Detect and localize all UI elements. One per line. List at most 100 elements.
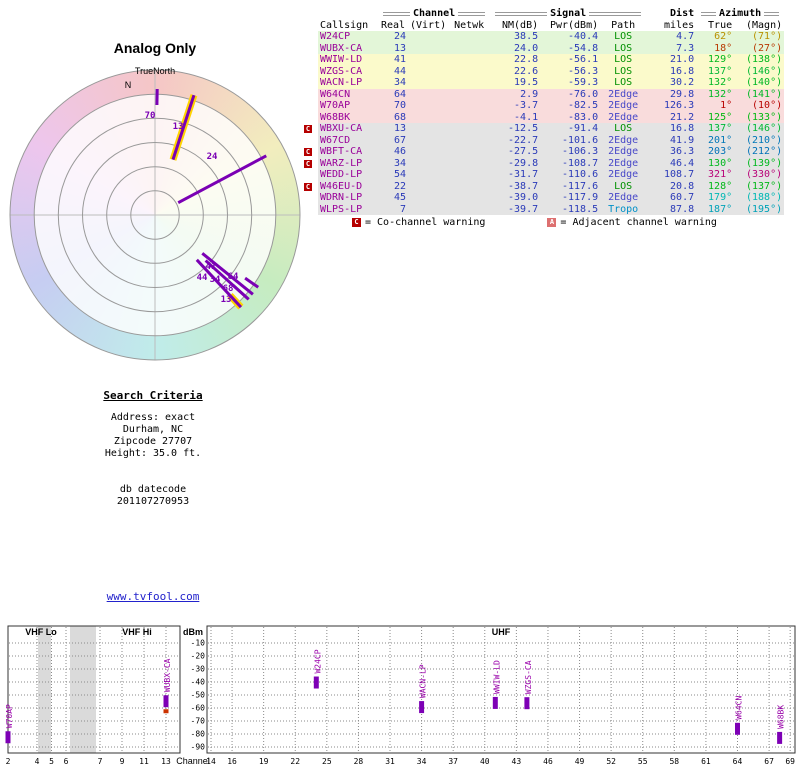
table-row: WACN-LP 34 19.5 -59.3 LOS 30.2 132° (140°) (302, 77, 785, 89)
cell-path: Tropo (608, 203, 639, 215)
datecode-line: db datecode (119, 484, 187, 495)
col-true: True (708, 19, 733, 31)
cell-power-dbm: -106.3 (562, 146, 599, 157)
cell-network (448, 169, 490, 181)
polar-plot-title: Analog Only (113, 40, 197, 56)
cell-azimuth-true: 187° (708, 203, 733, 215)
cell-network (448, 89, 490, 101)
chart-y-tick-label: -60 (191, 704, 206, 713)
col-path: Path (611, 19, 636, 31)
warning-marker-cell: C (302, 180, 318, 192)
cell-azimuth-true: 132° (708, 88, 733, 100)
station-table: Channel Signal Dist Azimuth Callsign Rea… (302, 8, 785, 215)
cell-callsign: W67CD (320, 134, 351, 146)
table-row: WUBX-CA 13 24.0 -54.8 LOS 7.3 18° (27°) (302, 42, 785, 54)
table-column-header-row: Callsign Real (Virt) Netwk NM(dB) Pwr(dB… (302, 20, 784, 32)
header-fill (495, 11, 548, 16)
table-row: WZGS-CA 44 22.6 -56.3 LOS 16.8 137° (146°) (302, 65, 785, 78)
chart-x-tick-label: 7 (98, 757, 103, 766)
chart-x-tick-label: 52 (606, 757, 616, 766)
chart-x-tick-label: 22 (290, 757, 300, 766)
chart-station-label: W68BK (777, 705, 786, 729)
warning-marker-cell (302, 169, 318, 181)
chart-station-label: WWIW-LD (492, 660, 501, 694)
cell-virtual-channel (408, 54, 448, 66)
header-fill (458, 11, 486, 16)
table-row: C W46EU-D 22 -38.7 -117.6 LOS 20.8 128° (137°) (302, 180, 785, 192)
cell-real-channel: 22 (393, 180, 406, 192)
header-fill (764, 11, 780, 16)
cell-path: LOS (614, 123, 633, 134)
chart-x-tick-label: 14 (206, 757, 216, 766)
cell-power-dbm: -117.9 (562, 192, 599, 203)
warning-marker-cell (302, 42, 318, 54)
cell-azimuth-true: 130° (708, 157, 733, 169)
co-channel-warning-icon: C (352, 218, 361, 227)
co-channel-warning-text: = Co-channel warning (365, 217, 486, 228)
cell-real-channel: 64 (393, 88, 406, 100)
cell-power-dbm: -110.6 (562, 169, 599, 180)
chart-y-axis-title: dBm (183, 627, 203, 637)
warning-marker-cell: C (302, 146, 318, 158)
table-row: W24CP 24 38.5 -40.4 LOS 4.7 62° (71°) (302, 31, 785, 43)
search-criteria-heading: Search Criteria (103, 389, 203, 402)
cell-azimuth-magnetic: (71°) (752, 31, 783, 42)
chart-y-tick-label: -80 (191, 730, 206, 739)
col-virt: (Virt) (410, 19, 447, 31)
table-row: W64CN 64 2.9 -76.0 2Edge 29.8 132° (141°) (302, 88, 785, 101)
cell-nm-db: 24.0 (514, 42, 539, 54)
cell-distance-miles: 20.8 (670, 180, 695, 192)
chart-station-marker (163, 695, 169, 708)
cell-nm-db: -39.0 (508, 192, 539, 203)
cell-distance-miles: 21.2 (670, 111, 695, 123)
chart-gap-band (38, 626, 51, 753)
cell-real-channel: 54 (393, 169, 406, 180)
true-north-label: TrueNorth (135, 66, 175, 76)
table-row: W67CD 67 -22.7 -101.6 2Edge 41.9 201° (210°) (302, 134, 785, 147)
chart-y-tick-label: -70 (191, 717, 206, 726)
cell-azimuth-magnetic: (330°) (746, 169, 783, 180)
cell-distance-miles: 46.4 (670, 157, 695, 169)
warning-marker-cell (302, 100, 318, 112)
cell-virtual-channel (408, 146, 448, 158)
polar-channel-label: 64 (228, 272, 239, 282)
search-criteria-lines: Address: exact Durham, NC Zipcode 27707 Hei… (57, 412, 249, 460)
cell-callsign: WWIW-LD (320, 54, 363, 65)
cell-callsign: WBFT-CA (320, 146, 363, 157)
cell-nm-db: 19.5 (514, 77, 539, 88)
chart-station-marker (777, 731, 783, 744)
cell-power-dbm: -117.6 (562, 180, 599, 192)
cell-nm-db: -4.1 (514, 111, 539, 123)
cell-distance-miles: 126.3 (664, 100, 695, 111)
cell-power-dbm: -59.3 (568, 77, 599, 88)
chart-section-label: UHF (492, 627, 511, 637)
cell-callsign: WBXU-CA (320, 123, 363, 134)
chart-y-tick-label: -30 (191, 665, 206, 674)
cell-real-channel: 68 (393, 111, 406, 123)
cell-virtual-channel (408, 31, 448, 43)
cell-virtual-channel (408, 135, 448, 147)
chart-x-axis-title: Channel (176, 756, 210, 766)
col-magn: (Magn) (746, 19, 783, 31)
chart-x-tick-label: 64 (733, 757, 743, 766)
polar-channel-label: 70 (145, 111, 156, 121)
cell-callsign: W68BK (320, 111, 351, 123)
polar-spoke (171, 94, 196, 161)
chart-station-label: WZGS-CA (524, 660, 533, 694)
cell-distance-miles: 30.2 (670, 77, 695, 88)
chart-y-tick-label: -20 (191, 652, 206, 661)
cell-nm-db: -3.7 (514, 100, 539, 111)
cell-virtual-channel (408, 100, 448, 112)
cell-nm-db: 22.8 (514, 54, 539, 65)
cell-azimuth-magnetic: (138°) (746, 54, 783, 65)
cell-virtual-channel (408, 66, 448, 78)
cell-network (448, 77, 490, 89)
chart-x-tick-label: 16 (227, 757, 237, 766)
cell-real-channel: 34 (393, 157, 406, 169)
chart-x-tick-label: 9 (120, 757, 125, 766)
cell-azimuth-true: 179° (708, 192, 733, 203)
cell-real-channel: 41 (393, 54, 406, 65)
tvfool-link[interactable]: www.tvfool.com (106, 590, 200, 603)
cell-azimuth-magnetic: (210°) (746, 134, 783, 146)
header-fill (701, 11, 717, 16)
